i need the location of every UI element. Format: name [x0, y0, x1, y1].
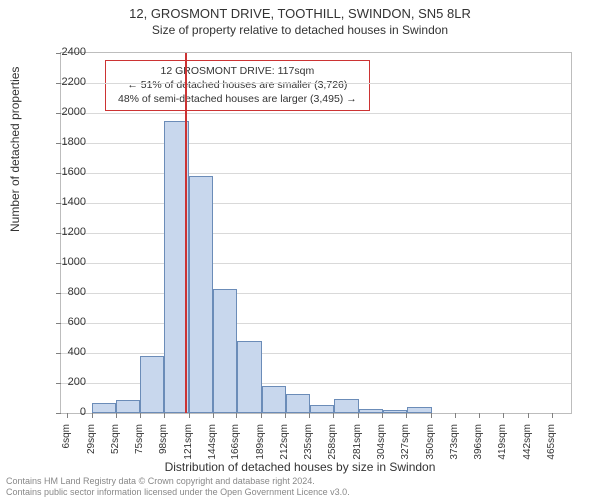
ytick-label: 800 [46, 286, 86, 298]
histogram-bar [407, 407, 431, 413]
callout-line-2: ← 51% of detached houses are smaller (3,… [118, 78, 357, 92]
gridline-h [61, 143, 571, 144]
y-axis-label: Number of detached properties [8, 67, 22, 232]
gridline-h [61, 233, 571, 234]
histogram-bar [334, 399, 358, 413]
ytick-label: 2400 [46, 46, 86, 58]
ytick-label: 1000 [46, 256, 86, 268]
ytick-label: 1400 [46, 196, 86, 208]
ytick-label: 600 [46, 316, 86, 328]
xtick-mark [189, 413, 190, 418]
xtick-mark [503, 413, 504, 418]
xtick-mark [213, 413, 214, 418]
histogram-bar [116, 400, 140, 414]
histogram-bar [310, 405, 334, 413]
histogram-bar [237, 341, 261, 413]
chart-title: 12, GROSMONT DRIVE, TOOTHILL, SWINDON, S… [0, 6, 600, 21]
gridline-h [61, 203, 571, 204]
histogram-bar [286, 394, 310, 414]
xtick-mark [236, 413, 237, 418]
histogram-bar [213, 289, 237, 414]
ytick-label: 1800 [46, 136, 86, 148]
gridline-h [61, 263, 571, 264]
callout-box: 12 GROSMONT DRIVE: 117sqm ← 51% of detac… [105, 60, 370, 111]
xtick-mark [431, 413, 432, 418]
ytick-label: 1600 [46, 166, 86, 178]
titles: 12, GROSMONT DRIVE, TOOTHILL, SWINDON, S… [0, 6, 600, 37]
xtick-mark [552, 413, 553, 418]
attribution-line-2: Contains public sector information licen… [6, 487, 350, 498]
xtick-mark [528, 413, 529, 418]
histogram-bar [140, 356, 164, 413]
xtick-mark [333, 413, 334, 418]
xtick-mark [164, 413, 165, 418]
gridline-h [61, 113, 571, 114]
x-axis-label: Distribution of detached houses by size … [0, 460, 600, 474]
plot-area: 12 GROSMONT DRIVE: 117sqm ← 51% of detac… [60, 52, 572, 414]
histogram-bar [189, 176, 213, 413]
callout-line-1: 12 GROSMONT DRIVE: 117sqm [118, 64, 357, 78]
ytick-label: 2200 [46, 76, 86, 88]
xtick-mark [140, 413, 141, 418]
xtick-mark [92, 413, 93, 418]
chart-subtitle: Size of property relative to detached ho… [0, 23, 600, 37]
xtick-mark [382, 413, 383, 418]
histogram-bar [262, 386, 286, 413]
attribution-line-1: Contains HM Land Registry data © Crown c… [6, 476, 350, 487]
xtick-mark [479, 413, 480, 418]
xtick-mark [406, 413, 407, 418]
ytick-label: 0 [46, 406, 86, 418]
gridline-h [61, 323, 571, 324]
gridline-h [61, 83, 571, 84]
xtick-mark [285, 413, 286, 418]
gridline-h [61, 173, 571, 174]
ytick-label: 1200 [46, 226, 86, 238]
gridline-h [61, 293, 571, 294]
xtick-mark [261, 413, 262, 418]
ytick-label: 400 [46, 346, 86, 358]
histogram-bar [92, 403, 116, 414]
histogram-bar [383, 410, 407, 413]
gridline-h [61, 383, 571, 384]
xtick-mark [358, 413, 359, 418]
attribution: Contains HM Land Registry data © Crown c… [6, 476, 350, 498]
gridline-h [61, 353, 571, 354]
figure: 12, GROSMONT DRIVE, TOOTHILL, SWINDON, S… [0, 0, 600, 500]
xtick-mark [455, 413, 456, 418]
ytick-label: 2000 [46, 106, 86, 118]
xtick-mark [309, 413, 310, 418]
ytick-label: 200 [46, 376, 86, 388]
xtick-mark [116, 413, 117, 418]
callout-line-3: 48% of semi-detached houses are larger (… [118, 92, 357, 106]
reference-line [185, 53, 187, 413]
histogram-bar [359, 409, 383, 414]
